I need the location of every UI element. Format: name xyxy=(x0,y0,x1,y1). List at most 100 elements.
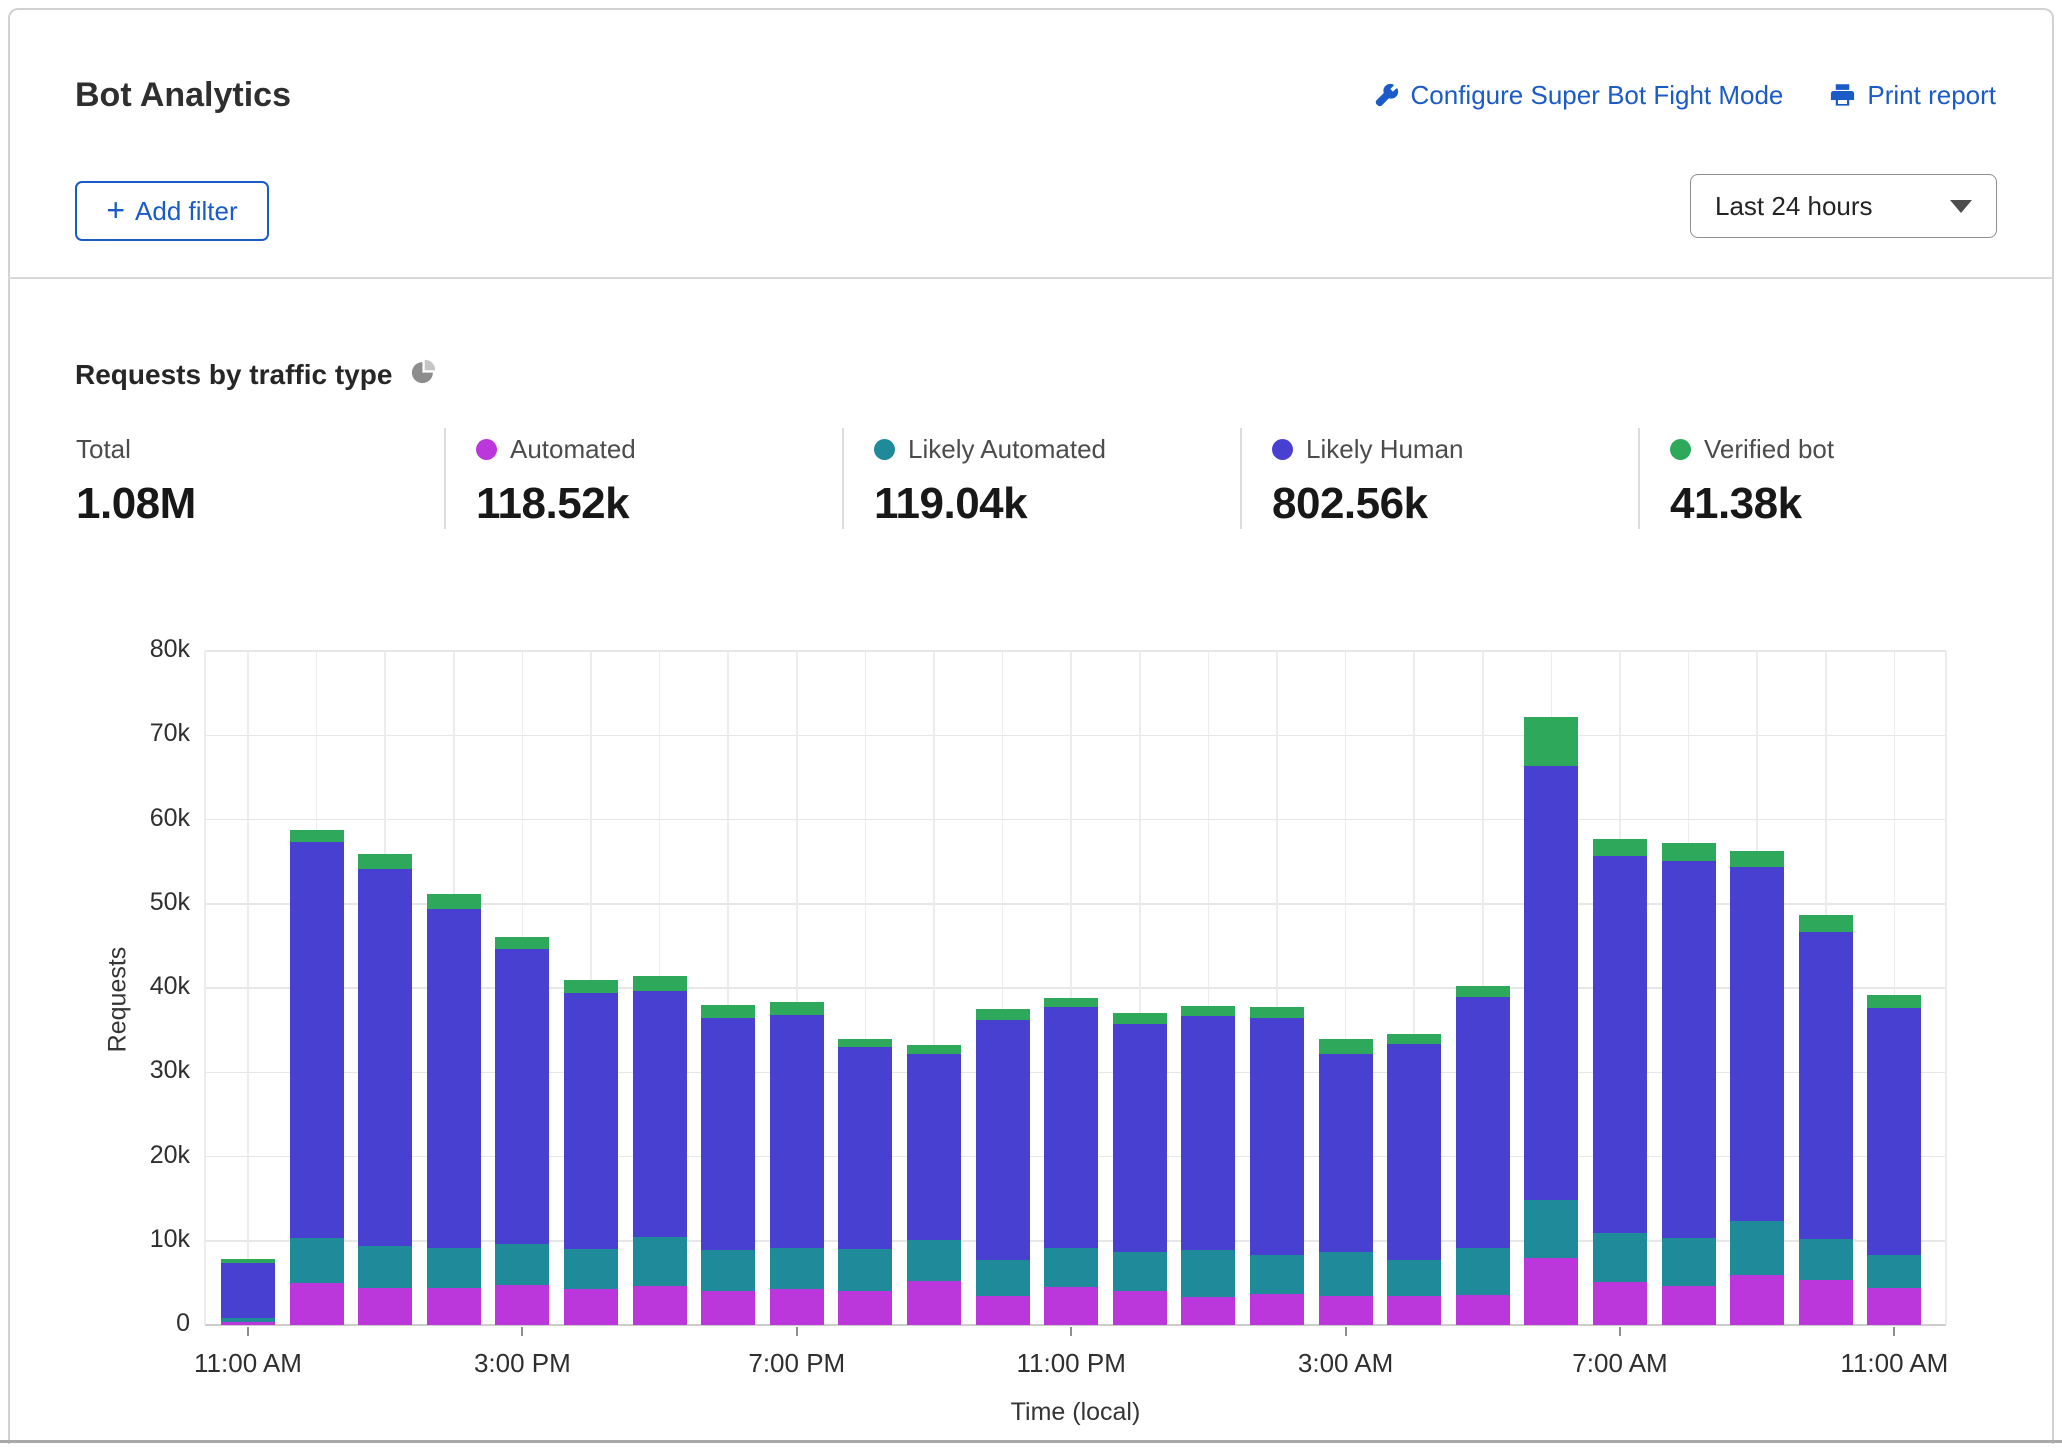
bar-segment-likely-human xyxy=(975,1020,1030,1261)
stat-likely-human[interactable]: Likely Human 802.56k xyxy=(1240,428,1638,529)
bar-segment-verified-bot xyxy=(1044,998,1099,1008)
x-gridline xyxy=(1276,651,1278,1325)
plot-area xyxy=(204,650,1947,1326)
bar-segment-likely-human xyxy=(1387,1044,1442,1261)
x-tick-label: 7:00 AM xyxy=(1572,1348,1668,1378)
legend-dot-icon xyxy=(1670,439,1691,460)
legend-dot-icon xyxy=(874,439,895,460)
bar-segment-verified-bot xyxy=(1661,843,1716,861)
bar-8-00-am[interactable] xyxy=(1661,843,1716,1325)
y-tick-label: 10k xyxy=(149,1224,190,1253)
stat-label: Total xyxy=(76,434,131,464)
bar-segment-automated xyxy=(1044,1287,1099,1325)
add-filter-button[interactable]: + Add filter xyxy=(75,181,269,241)
bar-segment-automated xyxy=(289,1282,344,1325)
bar-segment-likely-automated xyxy=(221,1318,275,1322)
bar-12-00-pm[interactable] xyxy=(289,830,344,1325)
stat-likely-automated[interactable]: Likely Automated 119.04k xyxy=(842,428,1240,529)
bar-segment-likely-automated xyxy=(907,1239,961,1282)
bar-segment-likely-automated xyxy=(975,1260,1030,1297)
bar-2-00-pm[interactable] xyxy=(426,893,481,1325)
x-gridline xyxy=(1001,651,1004,1325)
bar-segment-automated xyxy=(1730,1275,1785,1325)
bar-segment-verified-bot xyxy=(975,1009,1030,1021)
bar-segment-likely-human xyxy=(1112,1024,1167,1252)
x-tick-label: 11:00 AM xyxy=(1840,1348,1949,1378)
bar-7-00-am[interactable] xyxy=(1593,838,1647,1325)
bar-11-00-pm[interactable] xyxy=(1044,998,1099,1325)
x-tick-mark xyxy=(1344,1327,1347,1336)
x-gridline xyxy=(1945,651,1947,1325)
bar-11-00-am[interactable] xyxy=(221,1259,275,1325)
bar-segment-likely-human xyxy=(426,908,481,1248)
x-gridline xyxy=(796,651,798,1325)
bar-segment-likely-human xyxy=(1181,1015,1236,1251)
wrench-icon xyxy=(1373,82,1400,109)
bar-segment-automated xyxy=(838,1291,893,1325)
bar-segment-likely-automated xyxy=(632,1237,687,1287)
configure-link-label: Configure Super Bot Fight Mode xyxy=(1410,80,1784,110)
y-tick-label: 30k xyxy=(149,1056,190,1085)
bar-4-00-am[interactable] xyxy=(1387,1033,1442,1325)
bar-10-00-pm[interactable] xyxy=(975,1009,1030,1325)
bar-1-00-pm[interactable] xyxy=(358,854,413,1325)
bar-segment-verified-bot xyxy=(769,1001,824,1015)
chevron-down-icon xyxy=(1950,199,1972,213)
bar-12-00-am[interactable] xyxy=(1112,1013,1167,1325)
bar-segment-likely-automated xyxy=(358,1245,413,1288)
y-tick-label: 20k xyxy=(149,1140,190,1169)
bar-segment-verified-bot xyxy=(289,830,344,843)
bar-segment-likely-automated xyxy=(1730,1221,1785,1276)
bar-3-00-am[interactable] xyxy=(1318,1038,1373,1325)
x-gridline xyxy=(1893,651,1896,1325)
plus-icon: + xyxy=(106,191,126,228)
bar-segment-likely-automated xyxy=(769,1247,824,1289)
bar-segment-likely-automated xyxy=(1455,1247,1510,1295)
bar-segment-automated xyxy=(1112,1291,1167,1325)
bar-segment-verified-bot xyxy=(907,1045,961,1054)
bar-11-00-am[interactable] xyxy=(1867,994,1922,1325)
pie-chart-icon xyxy=(409,358,437,391)
bar-segment-automated xyxy=(1524,1258,1579,1325)
stat-automated[interactable]: Automated 118.52k xyxy=(444,428,842,529)
print-report-link[interactable]: Print report xyxy=(1829,80,1996,111)
time-range-dropdown[interactable]: Last 24 hours xyxy=(1690,174,1997,238)
stat-value: 1.08M xyxy=(76,479,196,528)
bar-segment-likely-human xyxy=(221,1262,275,1319)
bar-segment-likely-automated xyxy=(426,1247,481,1288)
bar-8-00-pm[interactable] xyxy=(838,1038,893,1325)
stat-total: Total 1.08M xyxy=(46,428,444,529)
bar-segment-likely-automated xyxy=(1524,1200,1579,1259)
bar-1-00-am[interactable] xyxy=(1181,1005,1236,1325)
x-tick-mark xyxy=(795,1327,798,1336)
bar-segment-verified-bot xyxy=(1181,1005,1236,1016)
bar-segment-likely-human xyxy=(1318,1053,1373,1252)
bar-10-00-am[interactable] xyxy=(1798,914,1853,1325)
bar-segment-likely-human xyxy=(1798,932,1853,1240)
stat-verified-bot[interactable]: Verified bot 41.38k xyxy=(1638,428,2036,529)
add-filter-label: Add filter xyxy=(135,195,238,226)
bar-3-00-pm[interactable] xyxy=(495,936,550,1325)
x-tick-label: 3:00 AM xyxy=(1297,1348,1394,1378)
bar-4-00-pm[interactable] xyxy=(564,979,618,1325)
bar-6-00-pm[interactable] xyxy=(701,1004,756,1325)
bar-segment-likely-human xyxy=(1250,1018,1304,1256)
bar-5-00-am[interactable] xyxy=(1455,985,1510,1325)
bar-5-00-pm[interactable] xyxy=(632,976,687,1325)
printer-icon xyxy=(1829,82,1856,109)
x-axis-title: Time (local) xyxy=(1010,1398,1141,1426)
bar-2-00-am[interactable] xyxy=(1250,1006,1304,1325)
y-gridline xyxy=(205,987,1946,989)
bar-segment-verified-bot xyxy=(1112,1013,1167,1025)
bar-6-00-am[interactable] xyxy=(1524,716,1579,1325)
bar-segment-verified-bot xyxy=(1730,850,1785,867)
bar-segment-automated xyxy=(1593,1282,1647,1325)
bar-segment-automated xyxy=(1250,1293,1304,1325)
bar-9-00-am[interactable] xyxy=(1730,850,1785,1325)
stat-label: Likely Automated xyxy=(908,434,1107,464)
bar-9-00-pm[interactable] xyxy=(907,1045,961,1325)
bar-segment-verified-bot xyxy=(1250,1006,1304,1019)
bar-7-00-pm[interactable] xyxy=(769,1001,824,1325)
configure-super-bot-fight-mode-link[interactable]: Configure Super Bot Fight Mode xyxy=(1373,80,1784,111)
bar-segment-verified-bot xyxy=(1387,1033,1442,1045)
